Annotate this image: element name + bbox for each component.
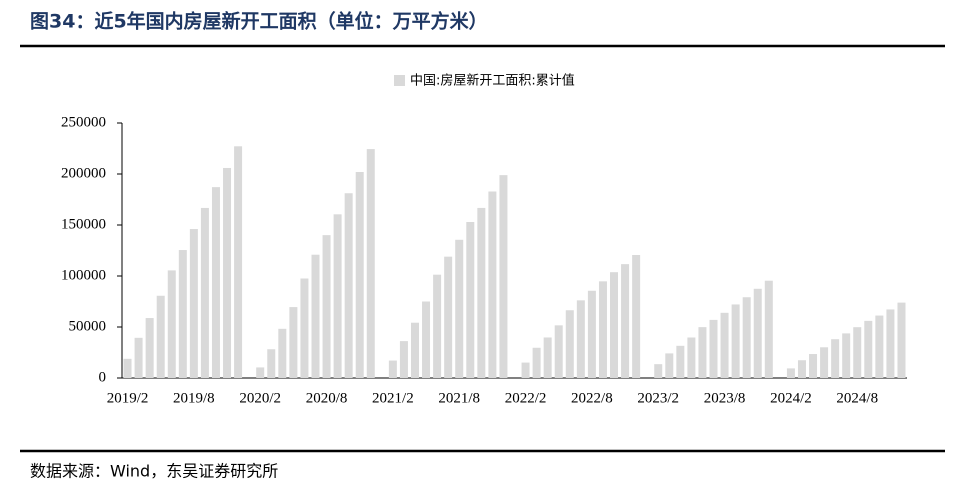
bar bbox=[665, 353, 674, 378]
bar bbox=[610, 272, 619, 378]
x-tick-label: 2019/8 bbox=[173, 390, 215, 406]
bar bbox=[820, 347, 829, 378]
x-tick-label: 2023/8 bbox=[704, 390, 746, 406]
bar bbox=[521, 362, 530, 378]
bar bbox=[189, 229, 198, 378]
bar bbox=[499, 175, 508, 378]
bar bbox=[797, 360, 806, 378]
bar bbox=[289, 307, 298, 378]
bar bbox=[223, 167, 232, 378]
bar bbox=[145, 318, 154, 378]
bar bbox=[532, 347, 541, 378]
bar bbox=[864, 320, 873, 378]
bar bbox=[333, 214, 342, 378]
bar bbox=[488, 191, 497, 378]
bar bbox=[731, 304, 740, 378]
bar bbox=[278, 328, 287, 378]
bar bbox=[576, 300, 585, 378]
bar bbox=[466, 221, 475, 378]
chart-title: 图34：近5年国内房屋新开工面积（单位：万平方米） bbox=[30, 10, 488, 33]
y-tick-label: 250000 bbox=[61, 114, 106, 130]
x-tick-label: 2020/8 bbox=[306, 390, 348, 406]
y-tick-label: 50000 bbox=[69, 318, 107, 334]
bar bbox=[654, 364, 663, 378]
bar bbox=[256, 367, 265, 378]
bar bbox=[598, 281, 607, 378]
legend-label: 中国:房屋新开工面积:累计值 bbox=[410, 73, 575, 89]
bar bbox=[565, 310, 574, 378]
bar bbox=[842, 333, 851, 378]
x-tick-label: 2022/2 bbox=[505, 390, 547, 406]
bar bbox=[621, 264, 630, 378]
bar bbox=[698, 327, 707, 378]
bar bbox=[156, 295, 165, 378]
bar bbox=[267, 349, 276, 378]
x-tick-label: 2023/2 bbox=[637, 390, 679, 406]
bar bbox=[676, 345, 685, 378]
bar bbox=[720, 312, 729, 378]
bar bbox=[853, 327, 862, 378]
bar bbox=[875, 315, 884, 378]
bar bbox=[742, 297, 751, 378]
x-tick-label: 2024/2 bbox=[770, 390, 812, 406]
bar bbox=[311, 254, 320, 378]
bar bbox=[444, 256, 453, 378]
bar bbox=[211, 187, 220, 378]
bar bbox=[753, 288, 762, 378]
legend-swatch bbox=[394, 75, 405, 86]
bar bbox=[167, 270, 176, 378]
bar bbox=[200, 207, 209, 378]
x-tick-label: 2021/8 bbox=[438, 390, 480, 406]
bar bbox=[831, 339, 840, 378]
x-tick-label: 2019/2 bbox=[107, 390, 149, 406]
x-tick-label: 2021/2 bbox=[372, 390, 414, 406]
y-tick-label: 0 bbox=[99, 369, 107, 385]
bar bbox=[134, 337, 143, 378]
bar bbox=[433, 274, 442, 378]
bar bbox=[632, 255, 641, 378]
bar bbox=[355, 172, 364, 378]
bar bbox=[543, 337, 552, 378]
bar bbox=[366, 149, 375, 378]
bar bbox=[764, 280, 773, 378]
source: 数据来源：Wind，东吴证券研究所 bbox=[30, 462, 278, 481]
bar bbox=[234, 146, 243, 378]
bar bbox=[388, 360, 397, 378]
bar bbox=[687, 337, 696, 378]
bar bbox=[344, 193, 353, 378]
bar bbox=[554, 325, 563, 378]
bar bbox=[123, 358, 132, 378]
x-tick-label: 2020/2 bbox=[239, 390, 281, 406]
bar bbox=[178, 250, 187, 378]
bar bbox=[709, 319, 718, 378]
bar bbox=[886, 309, 895, 378]
bar bbox=[897, 302, 906, 378]
bar bbox=[410, 322, 419, 378]
bar bbox=[809, 354, 818, 378]
y-tick-label: 100000 bbox=[61, 267, 106, 283]
y-tick-label: 200000 bbox=[61, 165, 106, 181]
bar bbox=[455, 239, 464, 378]
x-tick-label: 2022/8 bbox=[571, 390, 613, 406]
bar bbox=[399, 341, 408, 378]
bar bbox=[322, 235, 331, 378]
bar bbox=[587, 290, 596, 378]
bar bbox=[477, 207, 486, 378]
bar bbox=[422, 301, 431, 378]
x-tick-label: 2024/8 bbox=[836, 390, 878, 406]
bar bbox=[786, 368, 795, 378]
y-tick-label: 150000 bbox=[61, 216, 106, 232]
bar bbox=[300, 278, 309, 378]
